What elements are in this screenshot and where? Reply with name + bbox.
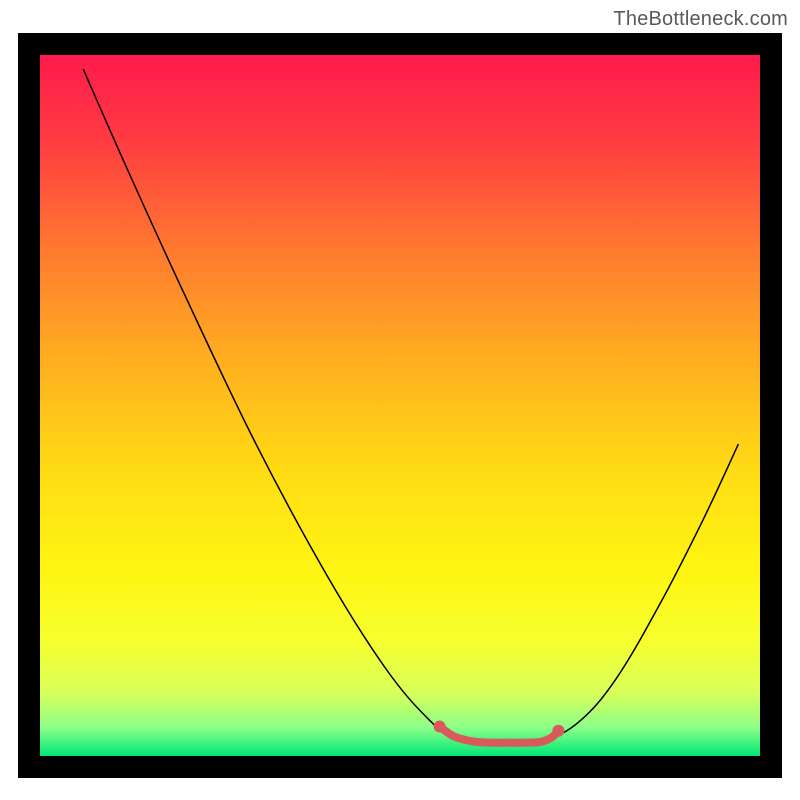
sweet-spot-marker [549,736,553,740]
attribution-text: TheBottleneck.com [613,8,788,31]
sweet-spot-marker [488,740,492,744]
sweet-spot-marker [524,740,528,744]
sweet-spot-end-marker [552,725,564,737]
sweet-spot-marker [452,734,456,738]
chart-container: TheBottleneck.com [0,0,800,800]
sweet-spot-marker [470,739,474,743]
sweet-spot-marker [538,740,542,744]
sweet-spot-end-marker [434,721,446,733]
bottleneck-chart [0,0,800,800]
plot-background [40,55,760,756]
sweet-spot-marker [506,740,510,744]
